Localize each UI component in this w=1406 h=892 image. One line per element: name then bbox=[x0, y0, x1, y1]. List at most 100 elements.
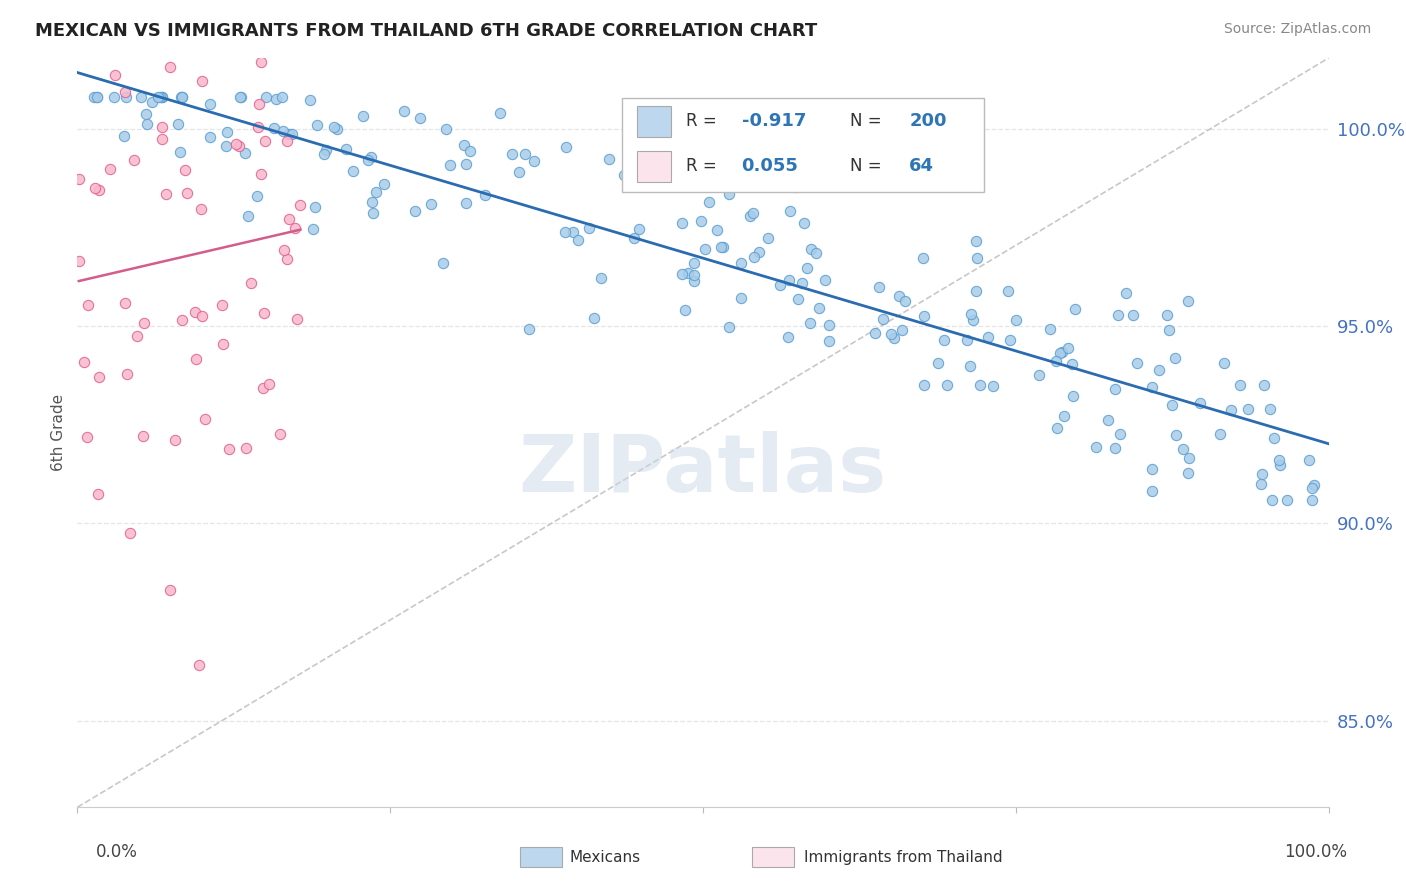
Point bbox=[718, 186, 741, 201]
Text: R =: R = bbox=[686, 158, 721, 176]
Point bbox=[302, 221, 325, 235]
Point bbox=[676, 266, 699, 280]
Point bbox=[198, 130, 221, 145]
Point bbox=[880, 326, 903, 341]
Point bbox=[73, 355, 96, 369]
Point bbox=[246, 189, 269, 203]
Point bbox=[887, 289, 910, 303]
Point bbox=[817, 318, 839, 333]
Point bbox=[253, 306, 276, 320]
Point bbox=[613, 168, 636, 182]
Point bbox=[1275, 492, 1298, 507]
Point bbox=[969, 378, 991, 392]
Point bbox=[1125, 356, 1147, 370]
Point bbox=[1177, 293, 1199, 308]
Point bbox=[488, 106, 510, 120]
Point bbox=[1160, 398, 1182, 412]
Point bbox=[623, 230, 645, 244]
Point bbox=[198, 97, 221, 112]
Point bbox=[998, 334, 1021, 348]
Bar bbox=[637, 151, 671, 182]
Point bbox=[125, 328, 148, 343]
Point bbox=[1237, 402, 1260, 417]
Point bbox=[683, 256, 706, 270]
Point bbox=[1005, 313, 1028, 327]
Point bbox=[956, 333, 979, 347]
Point bbox=[808, 301, 831, 315]
Point bbox=[228, 139, 250, 153]
Point bbox=[169, 145, 191, 160]
Point bbox=[693, 242, 716, 256]
Point bbox=[190, 202, 212, 217]
Point bbox=[1108, 427, 1130, 442]
Point bbox=[1263, 431, 1285, 445]
Point bbox=[155, 187, 177, 202]
Point bbox=[150, 132, 173, 146]
Point bbox=[315, 143, 337, 157]
Point bbox=[314, 146, 336, 161]
Point bbox=[561, 225, 583, 239]
Point bbox=[1085, 440, 1108, 454]
Point bbox=[748, 245, 770, 260]
Point bbox=[420, 196, 443, 211]
Point bbox=[211, 298, 233, 312]
Point bbox=[1258, 401, 1281, 416]
Point bbox=[911, 251, 934, 265]
Point bbox=[965, 234, 987, 248]
Point bbox=[1157, 323, 1180, 337]
Point bbox=[796, 260, 818, 275]
Point bbox=[134, 316, 156, 330]
Point bbox=[252, 381, 274, 395]
Point bbox=[83, 90, 105, 104]
Point bbox=[86, 90, 108, 104]
Point bbox=[87, 487, 110, 501]
Point bbox=[863, 326, 886, 340]
Point bbox=[683, 274, 706, 288]
Point bbox=[997, 284, 1019, 298]
Point bbox=[299, 93, 322, 107]
Point bbox=[740, 209, 762, 223]
Point bbox=[84, 41, 107, 55]
Point bbox=[1107, 308, 1129, 322]
Point bbox=[246, 120, 269, 134]
Point bbox=[567, 233, 589, 247]
Point bbox=[778, 330, 800, 344]
Point bbox=[1302, 478, 1324, 492]
Point bbox=[891, 323, 914, 337]
Point bbox=[269, 426, 291, 441]
Point bbox=[229, 90, 252, 104]
Point bbox=[966, 251, 988, 265]
Point bbox=[711, 239, 734, 253]
Point bbox=[322, 120, 344, 135]
Point bbox=[233, 145, 256, 160]
Point bbox=[305, 119, 328, 133]
Point bbox=[1268, 458, 1291, 473]
Point bbox=[513, 147, 536, 161]
Point bbox=[1298, 452, 1320, 467]
Point bbox=[1104, 382, 1126, 396]
Point bbox=[912, 309, 935, 323]
Point bbox=[1140, 462, 1163, 476]
Point bbox=[1028, 368, 1050, 382]
Point bbox=[778, 273, 800, 287]
Point bbox=[215, 125, 238, 139]
Point bbox=[249, 167, 271, 181]
Point bbox=[87, 370, 110, 384]
Point bbox=[277, 212, 299, 227]
Point bbox=[769, 278, 792, 293]
Point bbox=[1250, 477, 1272, 491]
Text: ZIPatlas: ZIPatlas bbox=[519, 431, 887, 509]
Point bbox=[112, 44, 135, 58]
Point bbox=[364, 186, 387, 200]
Text: 100.0%: 100.0% bbox=[1284, 843, 1347, 861]
Point bbox=[934, 333, 956, 347]
Point bbox=[103, 90, 125, 104]
Point bbox=[814, 272, 837, 286]
Point bbox=[1189, 396, 1212, 410]
Point bbox=[211, 336, 233, 351]
Point bbox=[1050, 345, 1073, 359]
Point bbox=[1062, 389, 1084, 403]
Point bbox=[458, 145, 481, 159]
Point bbox=[1045, 354, 1067, 368]
Point bbox=[628, 222, 651, 236]
